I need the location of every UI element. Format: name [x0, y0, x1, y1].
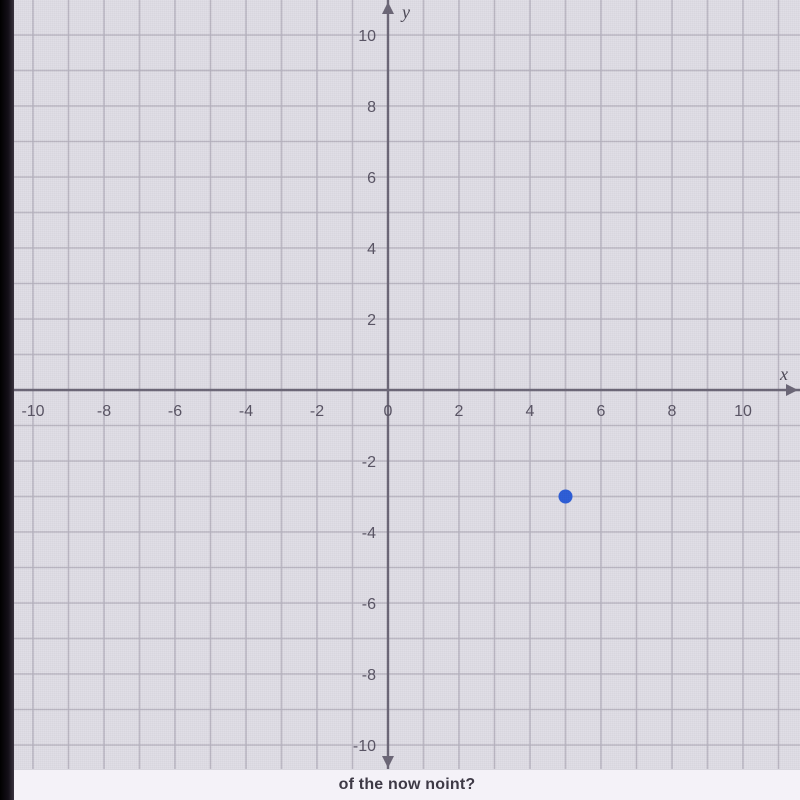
- y-tick-label: 4: [367, 241, 376, 258]
- y-tick-label: 10: [358, 28, 376, 45]
- y-axis-label: y: [400, 2, 410, 22]
- y-tick-label: 2: [367, 312, 376, 329]
- x-axis-label: x: [779, 364, 788, 384]
- x-tick-label: -6: [168, 403, 182, 420]
- y-tick-label: -8: [362, 667, 376, 684]
- caption-band: of the now noint?: [14, 769, 800, 800]
- y-tick-label: -4: [362, 525, 376, 542]
- y-tick-label: 8: [367, 99, 376, 116]
- x-tick-label: 10: [734, 403, 752, 420]
- coordinate-plane: -10 -8 -6 -4 -2 0 2 4 6 8 10 2 4 6 8 10 -2 -4 -6 -8 -10 x y: [14, 0, 800, 770]
- y-tick-label: 6: [367, 170, 376, 187]
- photo-dark-edge: [0, 0, 14, 800]
- y-tick-label: -2: [362, 454, 376, 471]
- x-tick-label: 6: [597, 403, 606, 420]
- x-tick-label: -2: [310, 403, 324, 420]
- y-tick-label: -6: [362, 596, 376, 613]
- x-tick-label: 4: [526, 403, 535, 420]
- y-tick-label: -10: [353, 738, 376, 755]
- x-tick-label: 8: [668, 403, 677, 420]
- caption-text: of the now noint?: [339, 776, 476, 794]
- x-tick-label: -8: [97, 403, 111, 420]
- x-tick-label: -4: [239, 403, 253, 420]
- x-tick-label: -10: [21, 403, 44, 420]
- coordinate-plane-svg: -10 -8 -6 -4 -2 0 2 4 6 8 10 2 4 6 8 10 -2 -4 -6 -8 -10 x y: [14, 0, 800, 770]
- plotted-point: [559, 490, 573, 504]
- x-tick-label: 2: [455, 403, 464, 420]
- x-tick-label: 0: [384, 403, 393, 420]
